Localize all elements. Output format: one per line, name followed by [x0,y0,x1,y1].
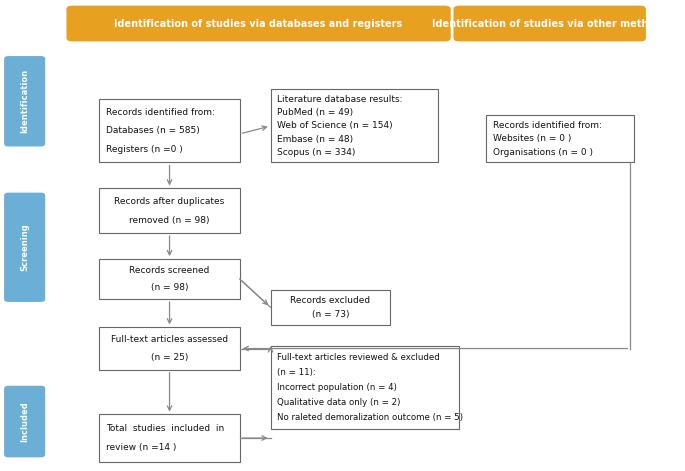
Text: Web of Science (n = 154): Web of Science (n = 154) [277,122,393,130]
Text: No raleted demoralization outcome (n = 5): No raleted demoralization outcome (n = 5… [277,413,464,422]
Text: Full-text articles assessed: Full-text articles assessed [111,335,228,344]
Text: Qualitative data only (n = 2): Qualitative data only (n = 2) [277,398,401,407]
Text: (n = 98): (n = 98) [151,283,188,292]
FancyBboxPatch shape [4,56,45,146]
FancyBboxPatch shape [453,6,646,41]
Text: Websites (n = 0 ): Websites (n = 0 ) [493,134,571,144]
Text: Organisations (n = 0 ): Organisations (n = 0 ) [493,147,593,157]
Text: Records excluded: Records excluded [290,296,371,305]
Text: Identification: Identification [20,69,29,133]
FancyBboxPatch shape [99,99,240,162]
Text: Included: Included [20,401,29,442]
Text: review (n =14 ): review (n =14 ) [106,443,177,453]
Text: Screening: Screening [20,223,29,271]
Text: Total  studies  included  in: Total studies included in [106,423,225,433]
Text: Incorrect population (n = 4): Incorrect population (n = 4) [277,383,397,392]
FancyBboxPatch shape [271,346,459,429]
Text: Identification of studies via other methods: Identification of studies via other meth… [432,18,668,29]
Text: Identification of studies via databases and registers: Identification of studies via databases … [114,18,403,29]
FancyBboxPatch shape [4,193,45,302]
Text: Embase (n = 48): Embase (n = 48) [277,135,353,144]
Text: Records identified from:: Records identified from: [106,107,215,116]
Text: PubMed (n = 49): PubMed (n = 49) [277,108,353,117]
Text: (n = 73): (n = 73) [312,310,349,319]
Text: (n = 11):: (n = 11): [277,368,316,377]
FancyBboxPatch shape [99,188,240,233]
FancyBboxPatch shape [4,386,45,457]
Text: Literature database results:: Literature database results: [277,95,403,104]
Text: Full-text articles reviewed & excluded: Full-text articles reviewed & excluded [277,353,440,362]
Text: Records after duplicates: Records after duplicates [114,197,225,206]
FancyBboxPatch shape [486,115,634,162]
Text: Records identified from:: Records identified from: [493,121,602,130]
Text: (n = 25): (n = 25) [151,353,188,362]
Text: Records screened: Records screened [129,267,210,276]
Text: removed (n = 98): removed (n = 98) [129,216,210,225]
Text: Databases (n = 585): Databases (n = 585) [106,126,200,135]
FancyBboxPatch shape [99,259,240,299]
FancyBboxPatch shape [271,290,390,325]
FancyBboxPatch shape [99,414,240,462]
Text: Scopus (n = 334): Scopus (n = 334) [277,148,356,157]
FancyBboxPatch shape [99,327,240,370]
FancyBboxPatch shape [66,6,451,41]
FancyBboxPatch shape [271,89,438,162]
Text: Registers (n =0 ): Registers (n =0 ) [106,145,183,154]
